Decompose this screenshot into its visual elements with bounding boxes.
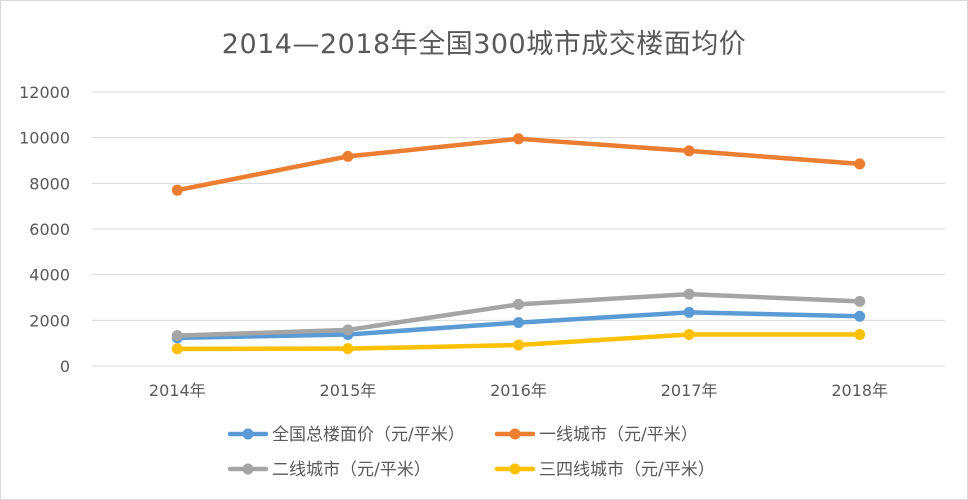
data-point xyxy=(854,328,866,340)
data-point xyxy=(683,145,695,157)
data-point xyxy=(171,343,183,355)
y-tick-label: 2000 xyxy=(29,311,70,330)
data-point xyxy=(513,317,524,329)
data-point xyxy=(342,150,354,162)
legend: 全国总楼面价（元/平米） 一线城市（元/平米） 二线城市（元/平米） 三四线城市（元/… xyxy=(227,425,715,480)
legend-label: 全国总楼面价（元/平米） xyxy=(272,425,465,445)
legend-label: 一线城市（元/平米） xyxy=(539,425,698,445)
x-tick-label: 2014年 xyxy=(149,381,206,400)
chart-title: 2014—2018年全国300城市成交楼面均价 xyxy=(221,29,747,60)
y-axis-ticks: 0 2000 4000 6000 8000 10000 12000 xyxy=(19,83,70,376)
series-0 xyxy=(171,306,866,344)
data-point xyxy=(171,330,183,342)
data-point xyxy=(513,298,524,310)
y-tick-label: 10000 xyxy=(19,129,70,148)
data-point xyxy=(854,310,866,322)
x-axis-ticks: 2014年 2015年 2016年 2017年 2018年 xyxy=(149,381,888,400)
legend-item: 一线城市（元/平米） xyxy=(494,425,698,445)
data-point xyxy=(513,339,524,351)
legend-item: 全国总楼面价（元/平米） xyxy=(227,425,465,445)
legend-swatch-marker xyxy=(242,428,254,440)
data-point xyxy=(683,288,695,300)
y-tick-label: 12000 xyxy=(19,83,70,102)
data-point xyxy=(854,295,866,307)
data-point xyxy=(683,306,695,318)
y-tick-label: 0 xyxy=(60,357,70,376)
series-1 xyxy=(171,133,866,196)
y-tick-label: 4000 xyxy=(29,266,70,285)
x-tick-label: 2015年 xyxy=(320,381,377,400)
data-point xyxy=(171,184,183,196)
data-point xyxy=(342,343,354,355)
legend-swatch-marker xyxy=(509,428,521,440)
x-tick-label: 2017年 xyxy=(661,381,718,400)
data-point xyxy=(854,158,866,170)
series-2 xyxy=(171,288,866,342)
series-group xyxy=(171,133,866,355)
data-point xyxy=(683,328,695,340)
legend-item: 三四线城市（元/平米） xyxy=(494,460,715,480)
x-tick-label: 2018年 xyxy=(831,381,888,400)
series-line xyxy=(175,136,862,193)
legend-swatch-marker xyxy=(509,463,521,475)
y-tick-label: 6000 xyxy=(29,220,70,239)
data-point xyxy=(513,133,524,145)
legend-label: 二线城市（元/平米） xyxy=(272,460,431,480)
legend-item: 二线城市（元/平米） xyxy=(227,460,431,480)
x-tick-label: 2016年 xyxy=(490,381,547,400)
data-point xyxy=(342,324,354,336)
legend-label: 三四线城市（元/平米） xyxy=(539,460,715,480)
legend-swatch-marker xyxy=(242,463,254,475)
series-3 xyxy=(171,328,866,355)
y-tick-label: 8000 xyxy=(29,174,70,193)
